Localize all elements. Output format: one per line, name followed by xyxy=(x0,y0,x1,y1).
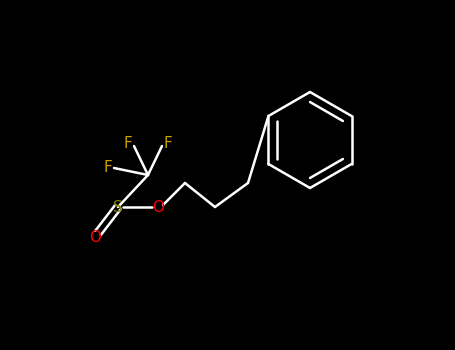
Text: F: F xyxy=(104,161,112,175)
Text: F: F xyxy=(124,135,132,150)
Text: S: S xyxy=(113,199,123,215)
Text: O: O xyxy=(89,231,101,245)
Text: F: F xyxy=(164,135,172,150)
Text: O: O xyxy=(152,199,164,215)
